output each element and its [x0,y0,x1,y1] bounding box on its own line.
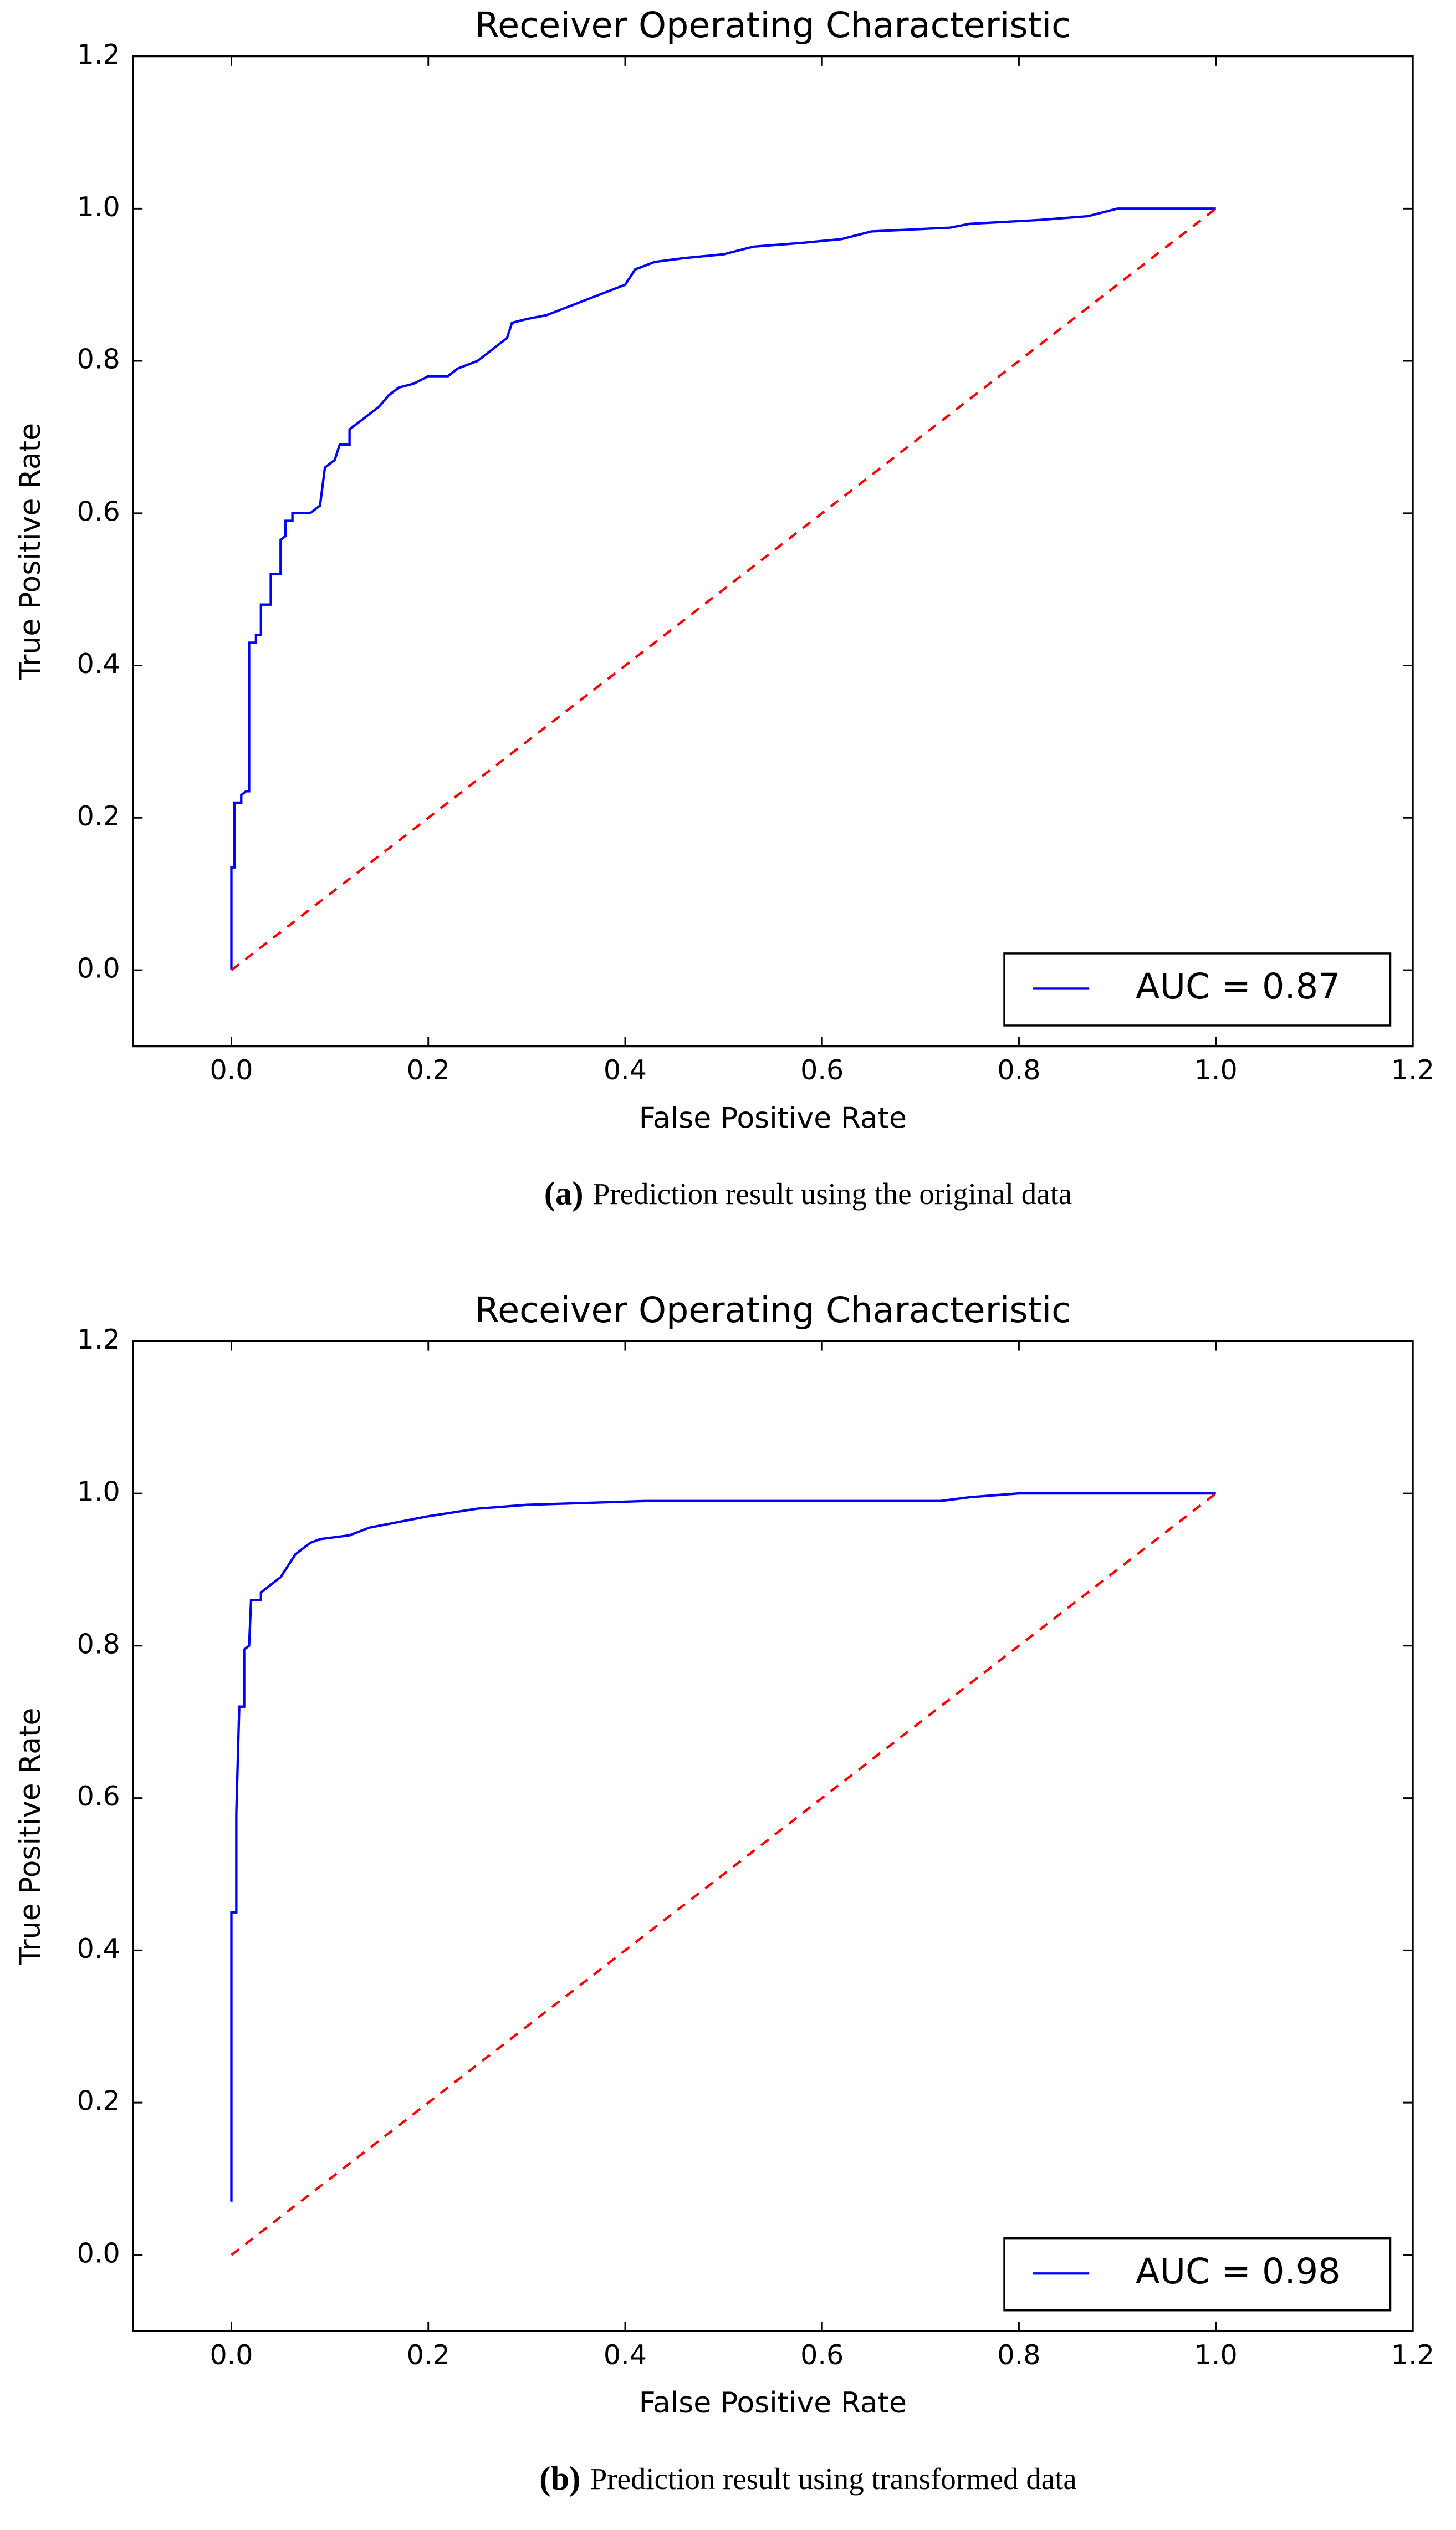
y-axis-label: True Positive Rate [14,1708,47,1965]
x-tick-label: 0.2 [407,1054,450,1086]
caption: (b) Prediction result using transformed d… [539,2460,1077,2497]
legend-label: AUC = 0.98 [1136,2251,1341,2292]
roc-line [230,1492,1216,2202]
x-axis-label: False Positive Rate [639,1101,907,1135]
roc-line [231,207,1217,971]
x-tick-label: 0.2 [407,2339,450,2371]
x-tick-label: 0.6 [800,1054,844,1086]
chart: 0.0 0.2 0.4 0.6 0.8 1.0 1.2 0.0 0.2 0.4 0.6 0.8 1.0 1… [14,4,1434,1212]
y-tick-label: 1.0 [77,191,120,223]
x-tick-label: 0.0 [210,2339,253,2371]
x-axis-label: False Positive Rate [639,2386,907,2420]
x-tick-label: 1.2 [1391,2339,1434,2371]
plot-frame [132,1340,1414,2333]
caption: (a) Prediction result using the original … [544,1175,1072,1212]
x-tick-label: 0.8 [997,1054,1040,1086]
legend-label: AUC = 0.87 [1136,966,1341,1007]
y-tick-label: 0.4 [77,1932,120,1965]
y-tick-label: 0.6 [77,495,120,527]
plot-frame [132,55,1414,1048]
x-tick-label: 0.4 [604,1054,647,1086]
y-tick-label: 0.4 [77,647,120,680]
caption-label: (a) [544,1175,584,1212]
caption-text: Prediction result using transformed data [590,2462,1077,2496]
x-tick-label: 0.6 [800,2339,844,2371]
x-tick-label: 1.0 [1194,1054,1238,1086]
x-tick-label: 0.0 [210,1054,253,1086]
y-tick-label: 0.6 [77,1780,120,1812]
y-tick-label: 0.2 [77,2085,120,2117]
x-tick-label: 0.4 [604,2339,647,2371]
y-tick-label: 0.8 [77,1628,120,1660]
y-tick-label: 1.2 [77,38,120,70]
y-tick-label: 0.0 [77,2237,120,2269]
caption-text: Prediction result using the original dat… [593,1177,1072,1211]
x-tick-label: 0.8 [997,2339,1040,2371]
y-tick-label: 0.0 [77,952,120,985]
y-tick-label: 1.0 [77,1476,120,1508]
x-tick-label: 1.2 [1391,1054,1434,1086]
roc-line [231,1492,1217,2256]
chart: 0.0 0.2 0.4 0.6 0.8 1.0 1.2 0.0 0.2 0.4 0.6 0.8 1.0 1… [14,1289,1434,2497]
y-axis-label: True Positive Rate [14,423,47,680]
x-tick-label: 1.0 [1194,2339,1238,2371]
y-tick-label: 1.2 [77,1323,120,1355]
y-tick-label: 0.2 [77,800,120,832]
chart-title: Receiver Operating Characteristic [475,1289,1071,1330]
caption-label: (b) [539,2460,580,2497]
y-tick-label: 0.8 [77,343,120,375]
chart-title: Receiver Operating Characteristic [475,4,1071,45]
roc-line [230,207,1216,971]
